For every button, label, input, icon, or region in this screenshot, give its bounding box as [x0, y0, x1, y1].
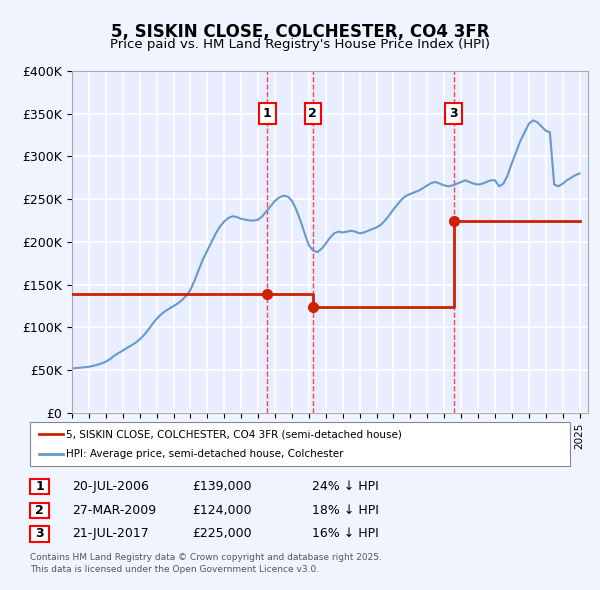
- Text: 21-JUL-2017: 21-JUL-2017: [72, 527, 149, 540]
- Text: 3: 3: [449, 107, 458, 120]
- Text: 18% ↓ HPI: 18% ↓ HPI: [312, 504, 379, 517]
- Text: £124,000: £124,000: [192, 504, 251, 517]
- Text: This data is licensed under the Open Government Licence v3.0.: This data is licensed under the Open Gov…: [30, 565, 319, 574]
- Text: Price paid vs. HM Land Registry's House Price Index (HPI): Price paid vs. HM Land Registry's House …: [110, 38, 490, 51]
- Text: 24% ↓ HPI: 24% ↓ HPI: [312, 480, 379, 493]
- Text: 1: 1: [35, 480, 44, 493]
- Text: £139,000: £139,000: [192, 480, 251, 493]
- Text: HPI: Average price, semi-detached house, Colchester: HPI: Average price, semi-detached house,…: [66, 449, 343, 458]
- Text: 5, SISKIN CLOSE, COLCHESTER, CO4 3FR: 5, SISKIN CLOSE, COLCHESTER, CO4 3FR: [111, 24, 489, 41]
- Text: £225,000: £225,000: [192, 527, 251, 540]
- Text: 20-JUL-2006: 20-JUL-2006: [72, 480, 149, 493]
- Text: 16% ↓ HPI: 16% ↓ HPI: [312, 527, 379, 540]
- Text: 5, SISKIN CLOSE, COLCHESTER, CO4 3FR (semi-detached house): 5, SISKIN CLOSE, COLCHESTER, CO4 3FR (se…: [66, 430, 402, 439]
- Text: 2: 2: [308, 107, 317, 120]
- Text: 27-MAR-2009: 27-MAR-2009: [72, 504, 156, 517]
- Text: Contains HM Land Registry data © Crown copyright and database right 2025.: Contains HM Land Registry data © Crown c…: [30, 553, 382, 562]
- Text: 3: 3: [35, 527, 44, 540]
- Text: 1: 1: [263, 107, 272, 120]
- Text: 2: 2: [35, 504, 44, 517]
